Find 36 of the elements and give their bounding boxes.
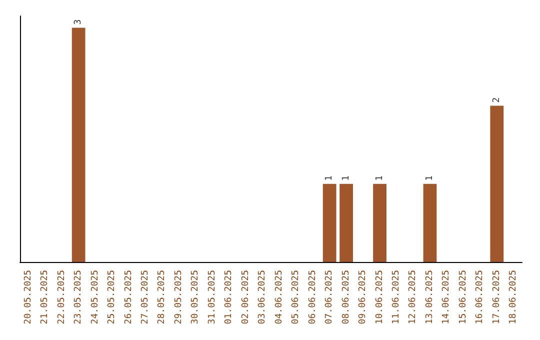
x-tick-label: 05.06.2025 [291,270,302,324]
x-tick-label: 12.06.2025 [408,270,418,324]
x-tick-label: 16.06.2025 [475,270,486,324]
x-tick-label: 06.06.2025 [308,270,318,324]
x-tick-label: 02.06.2025 [240,270,251,324]
x-tick-label: 26.05.2025 [124,270,134,324]
x-tick-label: 10.06.2025 [374,270,385,324]
x-tick-label: 03.06.2025 [258,270,268,324]
x-tick-label: 31.05.2025 [207,270,218,324]
x-tick-label: 09.06.2025 [358,270,368,324]
data-label: 1 [341,175,352,181]
x-tick-label: 24.05.2025 [90,270,100,324]
x-tick-label: 25.05.2025 [107,270,118,324]
x-tick-label: 20.05.2025 [23,270,34,324]
data-label: 3 [74,19,84,25]
x-tick-label: 27.05.2025 [140,270,150,324]
x-tick-label: 08.06.2025 [341,270,352,324]
data-label: 1 [324,175,335,181]
x-tick-label: 14.06.2025 [442,270,452,324]
x-tick-label: 01.06.2025 [224,270,234,324]
x-tick-label: 18.06.2025 [508,270,519,324]
x-tick-label: 13.06.2025 [424,270,435,324]
x-tick-label: 21.05.2025 [40,270,50,324]
data-label: 2 [492,97,502,103]
x-tick-label: 22.05.2025 [56,270,67,324]
x-tick-label: 30.05.2025 [190,270,201,324]
x-tick-label: 15.06.2025 [458,270,468,324]
data-label: 1 [424,175,435,181]
x-tick-label: 17.06.2025 [492,270,502,324]
data-label: 1 [374,175,385,181]
x-tick-label: 04.06.2025 [274,270,284,324]
x-tick-label: 28.05.2025 [157,270,168,324]
x-tick-label: 11.06.2025 [392,270,402,324]
x-tick-label: 07.06.2025 [324,270,335,324]
x-tick-label: 29.05.2025 [174,270,184,324]
x-tick-label: 23.05.2025 [74,270,84,324]
